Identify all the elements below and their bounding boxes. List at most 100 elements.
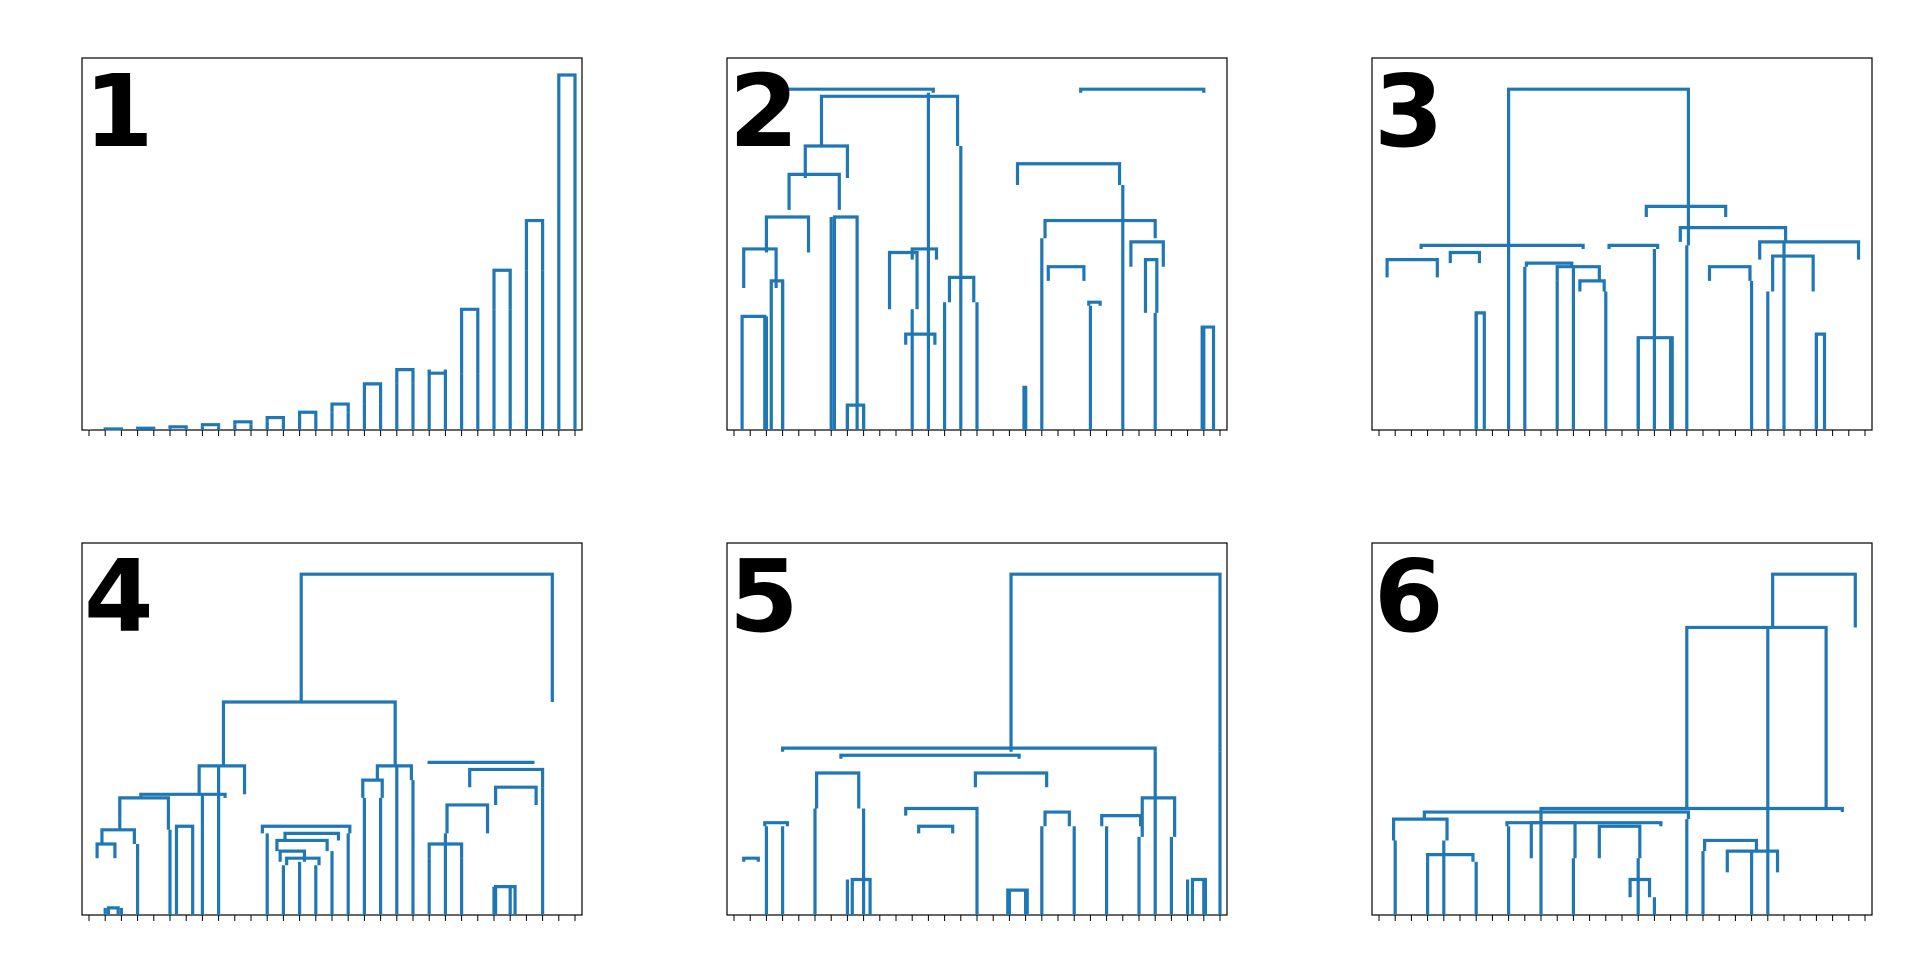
dendrogram-link	[1685, 625, 1828, 809]
dendrogram-link	[1607, 243, 1660, 249]
dendrogram-link	[1419, 243, 1585, 249]
dendrogram-link	[1190, 877, 1208, 915]
dendrogram-link	[275, 838, 329, 852]
dendrogram-link	[845, 403, 866, 430]
dendrogram-link	[832, 215, 859, 430]
dendrogram-link	[850, 877, 872, 915]
dendrogram-link	[1771, 572, 1857, 628]
dendrogram-link	[118, 796, 170, 830]
dendrogram-link	[973, 771, 1049, 788]
dendrogram-link	[742, 247, 778, 288]
dendrogram-link	[1771, 254, 1815, 292]
plot-frame	[81, 57, 583, 431]
dendrogram-panel-3: 3	[1371, 53, 1873, 436]
dendrogram-link	[1507, 87, 1691, 246]
dendrogram-link	[298, 410, 318, 418]
dendrogram-link	[1079, 87, 1206, 93]
dendrogram-link	[782, 87, 935, 93]
dendrogram-link	[174, 824, 195, 915]
dendrogram-link	[1524, 261, 1574, 267]
dendrogram-link	[468, 767, 545, 788]
dendrogram-link	[1678, 226, 1788, 242]
dendrogram-link	[285, 856, 321, 866]
dendrogram-panel-6: 6	[1371, 538, 1873, 921]
dendrogram-link	[781, 746, 1157, 752]
dendrogram-link	[197, 764, 247, 795]
dendrogram-link	[395, 368, 415, 384]
panel-label: 5	[729, 538, 799, 655]
panel-label: 1	[84, 53, 154, 170]
dendrogram-link	[1009, 572, 1222, 752]
dendrogram-link	[1644, 204, 1728, 217]
dendrogram-link	[494, 785, 538, 805]
dendrogram-link	[299, 572, 554, 702]
dendrogram-link	[1015, 162, 1122, 186]
dendrogram-link	[100, 828, 136, 844]
dendrogram-link	[917, 824, 955, 834]
dendrogram-link	[557, 73, 577, 221]
dendrogram-link	[910, 247, 939, 260]
dendrogram-link	[815, 771, 861, 809]
dendrogram-link	[1597, 824, 1642, 859]
dendrogram-link	[460, 307, 480, 374]
dendrogram-link	[1140, 796, 1177, 837]
dendrogram-link	[740, 314, 767, 430]
dendrogram-link	[769, 279, 785, 430]
dendrogram-link	[1043, 810, 1071, 827]
dendrogram-link	[1529, 821, 1577, 859]
dendrogram-link	[787, 172, 841, 210]
dendrogram-link	[1703, 838, 1759, 852]
dendrogram-link	[283, 831, 341, 841]
dendrogram-link	[265, 415, 285, 422]
plot-frame	[1371, 542, 1873, 916]
dendrogram-link	[742, 856, 760, 862]
dendrogram-link	[1448, 250, 1482, 264]
dendrogram-link	[1707, 265, 1752, 281]
dendrogram-link	[1143, 258, 1159, 313]
dendrogram-link	[1043, 218, 1157, 239]
dendrogram-link	[168, 425, 188, 429]
panel-label: 3	[1374, 53, 1444, 170]
panel-label: 6	[1374, 538, 1444, 655]
dendrogram-link	[103, 427, 123, 431]
dendrogram-link	[136, 426, 156, 430]
panel-label: 2	[729, 53, 799, 170]
dendrogram-link	[330, 402, 350, 413]
dendrogram-link	[1129, 240, 1165, 267]
dendrogram-link	[1046, 265, 1086, 281]
dendrogram-link	[221, 700, 397, 766]
dendrogram-panel-5: 5	[726, 538, 1228, 921]
dendrogram-link	[1505, 821, 1663, 827]
dendrogram-link	[1628, 877, 1652, 898]
dendrogram-link	[200, 423, 221, 427]
dendrogram-link	[233, 420, 253, 425]
dendrogram-link	[1087, 300, 1102, 306]
dendrogram-panel-1: 1	[81, 53, 583, 436]
dendrogram-link	[524, 218, 545, 271]
dendrogram-link	[1006, 888, 1029, 915]
dendrogram-link	[904, 332, 937, 345]
dendrogram-link	[361, 778, 384, 798]
dendrogram-link	[1385, 258, 1439, 278]
dendrogram-link	[445, 803, 490, 834]
dendrogram-link	[362, 382, 383, 405]
dendrogram-link	[1555, 265, 1601, 281]
dendrogram-link	[375, 764, 413, 781]
dendrogram-link	[427, 369, 447, 375]
dendrogram-link	[763, 821, 790, 827]
dendrogram-link	[95, 842, 117, 859]
dendrogram-link	[1539, 806, 1844, 813]
dendrogram-link	[887, 250, 919, 310]
dendrogram-link	[1758, 240, 1861, 260]
dendrogram-link	[1426, 853, 1475, 862]
dendrogram-panel-4: 4	[81, 538, 583, 921]
dendrogram-link	[1200, 325, 1216, 430]
dendrogram-link	[278, 849, 307, 862]
dendrogram-link	[904, 806, 979, 816]
dendrogram-link	[106, 906, 120, 915]
panel-label: 4	[84, 538, 154, 655]
dendrogram-link	[1422, 810, 1691, 820]
dendrogram-link	[494, 885, 517, 915]
dendrogram-link	[764, 215, 811, 253]
